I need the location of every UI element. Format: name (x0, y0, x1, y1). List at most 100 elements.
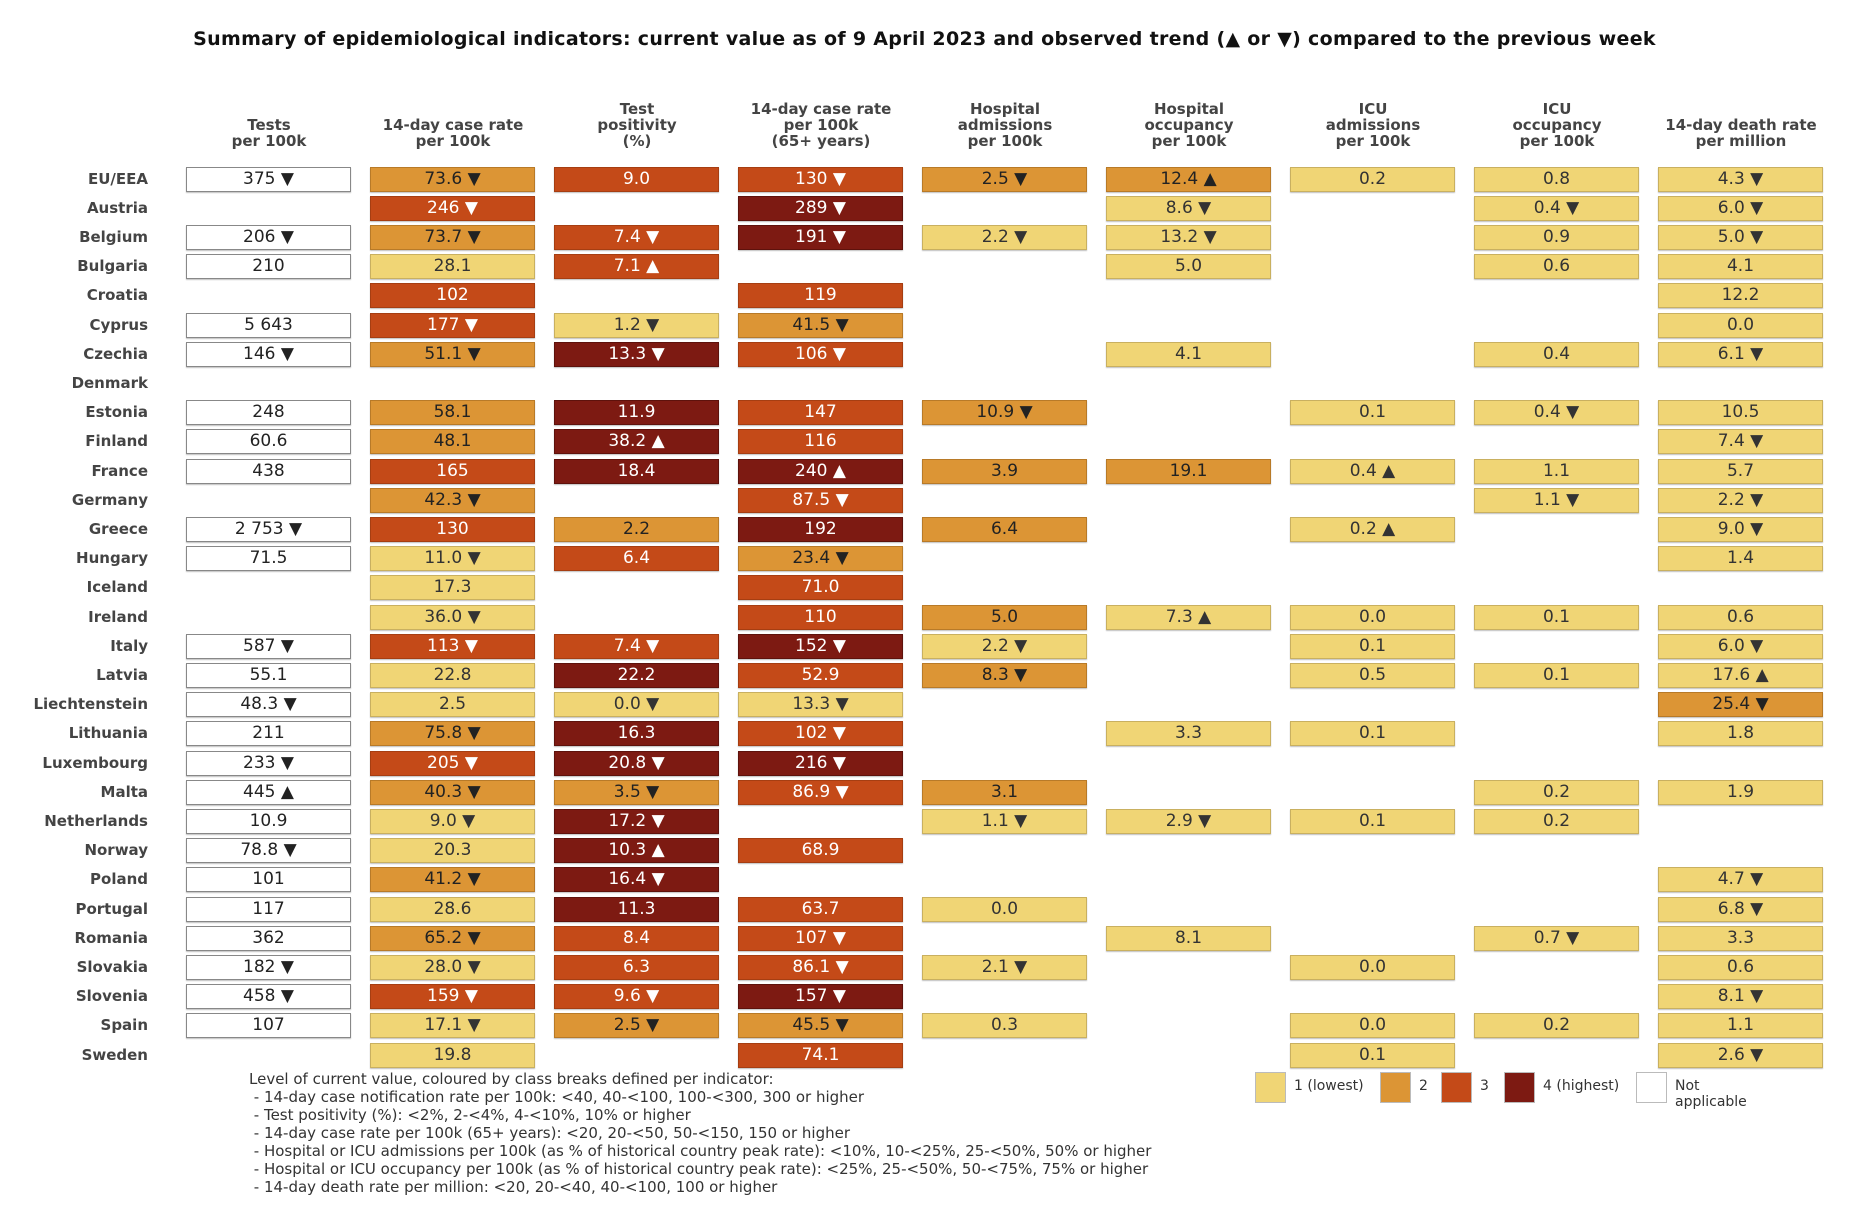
country-label: Spain (100, 1016, 148, 1035)
table-cell: 2.5 (370, 692, 535, 718)
column-header: ICU admissions per 100k (1325, 100, 1421, 150)
table-cell: 71.0 (738, 575, 903, 601)
table-cell: 210 (186, 254, 351, 280)
legend-note: - Hospital or ICU occupancy per 100k (as… (249, 1160, 1149, 1178)
country-label: Netherlands (44, 811, 148, 830)
table-cell: 146 ▼ (186, 341, 351, 367)
table-cell: 5.7 (1658, 458, 1823, 484)
table-cell: 0.1 (1290, 721, 1455, 747)
table-cell: 5.0 ▼ (1658, 224, 1823, 250)
legend-note: - Hospital or ICU admissions per 100k (a… (249, 1142, 1152, 1160)
country-label: Slovenia (75, 987, 148, 1006)
table-cell: 1.1 (1658, 1013, 1823, 1039)
country-label: Liechtenstein (33, 695, 148, 714)
table-cell: 246 ▼ (370, 195, 535, 221)
table-cell: 17.1 ▼ (370, 1013, 535, 1039)
table-cell: 0.0 (1658, 312, 1823, 338)
table-cell: 0.1 (1290, 1042, 1455, 1068)
table-cell: 0.6 (1474, 254, 1639, 280)
table-cell: 165 (370, 458, 535, 484)
country-label: Slovakia (76, 957, 148, 976)
table-cell: 152 ▼ (738, 633, 903, 659)
table-cell: 60.6 (186, 429, 351, 455)
table-cell: 11.0 ▼ (370, 546, 535, 572)
country-label: Lithuania (68, 724, 148, 743)
country-label: Estonia (85, 403, 148, 422)
table-cell: 0.7 ▼ (1474, 925, 1639, 951)
table-cell: 445 ▲ (186, 779, 351, 805)
table-cell: 28.1 (370, 254, 535, 280)
column-header: ICU occupancy per 100k (1512, 100, 1602, 150)
table-cell: 587 ▼ (186, 633, 351, 659)
table-cell: 17.2 ▼ (554, 808, 719, 834)
table-cell: 0.1 (1474, 604, 1639, 630)
chart-title: Summary of epidemiological indicators: c… (193, 28, 1656, 50)
table-cell: 0.0 ▼ (554, 692, 719, 718)
table-cell: 6.0 ▼ (1658, 633, 1823, 659)
table-cell: 12.4 ▲ (1106, 166, 1271, 192)
country-label: Malta (100, 782, 148, 801)
table-cell: 63.7 (738, 896, 903, 922)
table-cell: 8.1 (1106, 925, 1271, 951)
country-label: Bulgaria (77, 257, 148, 276)
table-cell: 3.1 (922, 779, 1087, 805)
table-cell: 0.0 (922, 896, 1087, 922)
table-cell: 110 (738, 604, 903, 630)
table-cell: 10.5 (1658, 400, 1823, 426)
table-cell: 107 ▼ (738, 925, 903, 951)
table-cell: 157 ▼ (738, 984, 903, 1010)
table-cell: 1.2 ▼ (554, 312, 719, 338)
column-header: Tests per 100k (231, 116, 307, 150)
country-label: France (91, 461, 148, 480)
table-cell: 1.9 (1658, 779, 1823, 805)
legend-label: 3 (1480, 1078, 1489, 1094)
table-cell: 3.9 (922, 458, 1087, 484)
country-label: Iceland (86, 578, 148, 597)
table-cell: 5 643 (186, 312, 351, 338)
table-cell: 6.0 ▼ (1658, 195, 1823, 221)
legend-note: - 14-day case notification rate per 100k… (249, 1088, 865, 1106)
table-cell: 16.4 ▼ (554, 867, 719, 893)
legend-swatch (1255, 1072, 1286, 1103)
table-cell: 248 (186, 400, 351, 426)
table-cell: 0.1 (1290, 808, 1455, 834)
table-cell: 117 (186, 896, 351, 922)
table-cell: 65.2 ▼ (370, 925, 535, 951)
table-cell: 1.1 (1474, 458, 1639, 484)
table-cell: 0.0 (1290, 604, 1455, 630)
table-cell: 0.1 (1290, 633, 1455, 659)
column-header: 14-day case rate per 100k (65+ years) (750, 100, 892, 150)
table-cell: 2.5 ▼ (554, 1013, 719, 1039)
table-cell: 438 (186, 458, 351, 484)
table-cell: 11.9 (554, 400, 719, 426)
table-cell: 1.1 ▼ (922, 808, 1087, 834)
table-cell: 11.3 (554, 896, 719, 922)
table-cell: 0.6 (1658, 604, 1823, 630)
table-cell: 2.2 (554, 516, 719, 542)
table-cell: 233 ▼ (186, 750, 351, 776)
table-cell: 9.6 ▼ (554, 984, 719, 1010)
table-cell: 7.4 ▼ (554, 224, 719, 250)
table-cell: 289 ▼ (738, 195, 903, 221)
table-cell: 87.5 ▼ (738, 487, 903, 513)
table-cell: 19.1 (1106, 458, 1271, 484)
table-cell: 1.1 ▼ (1474, 487, 1639, 513)
table-cell: 2.9 ▼ (1106, 808, 1271, 834)
column-header: Hospital admissions per 100k (957, 100, 1053, 150)
table-cell: 40.3 ▼ (370, 779, 535, 805)
table-cell: 0.9 (1474, 224, 1639, 250)
table-cell: 0.1 (1474, 662, 1639, 688)
table-cell: 0.2 (1290, 166, 1455, 192)
column-header: Hospital occupancy per 100k (1144, 100, 1234, 150)
table-cell: 216 ▼ (738, 750, 903, 776)
table-cell: 0.1 (1290, 400, 1455, 426)
table-cell: 13.3 ▼ (738, 692, 903, 718)
table-cell: 8.4 (554, 925, 719, 951)
table-cell: 48.1 (370, 429, 535, 455)
table-cell: 0.4 ▲ (1290, 458, 1455, 484)
legend-notes: Level of current value, coloured by clas… (249, 1070, 1151, 1196)
table-cell: 5.0 (922, 604, 1087, 630)
table-cell: 78.8 ▼ (186, 838, 351, 864)
table-cell: 6.3 (554, 954, 719, 980)
table-cell: 2.2 ▼ (1658, 487, 1823, 513)
